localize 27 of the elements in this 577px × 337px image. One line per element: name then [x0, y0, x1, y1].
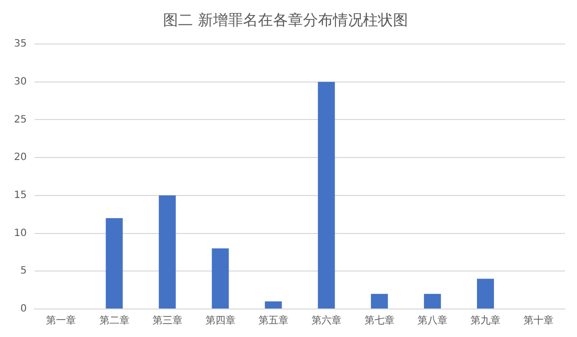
- x-tick-label: 第一章: [46, 314, 76, 327]
- y-tick-label: 30: [14, 76, 27, 88]
- y-tick-label: 5: [20, 266, 27, 277]
- x-tick-label: 第十章: [523, 314, 554, 327]
- x-tick-label: 第四章: [205, 314, 236, 327]
- x-tick-label: 第九章: [470, 314, 500, 327]
- y-tick-label: 35: [14, 38, 27, 50]
- chart-title: 图二 新增罪名在各章分布情况柱状图: [163, 10, 408, 29]
- bar: [370, 294, 388, 308]
- y-tick-label: 15: [14, 190, 27, 202]
- bar: [212, 248, 229, 308]
- bar: [424, 294, 441, 308]
- bar: [158, 195, 176, 308]
- y-tick-label: 10: [14, 228, 27, 239]
- x-tick-label: 第六章: [311, 314, 342, 327]
- x-tick-label: 第三章: [152, 314, 182, 327]
- y-tick-label: 25: [14, 114, 27, 126]
- bar: [106, 218, 123, 308]
- bar: [476, 278, 494, 308]
- x-tick-label: 第五章: [258, 314, 288, 327]
- y-tick-label: 0: [20, 304, 27, 315]
- bar: [318, 82, 335, 308]
- y-tick-label: 20: [14, 152, 27, 164]
- x-tick-label: 第二章: [99, 314, 130, 327]
- bar: [264, 301, 282, 308]
- x-tick-label: 第八章: [417, 314, 448, 327]
- x-tick-label: 第七章: [364, 314, 394, 327]
